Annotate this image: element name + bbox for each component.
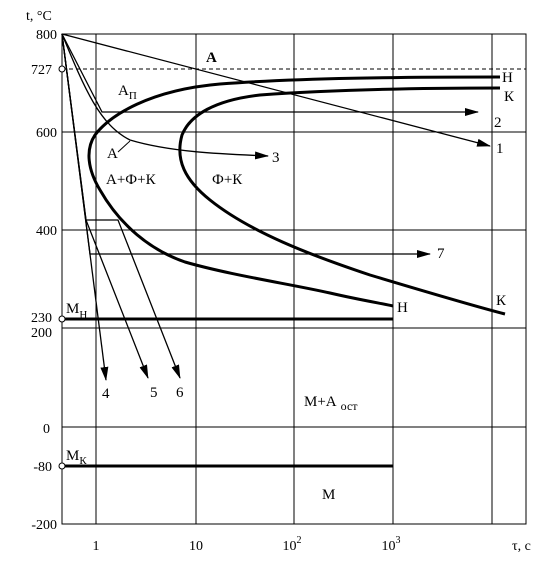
cooling-curves (61, 33, 491, 381)
label-mf: МК (66, 448, 87, 467)
region-austenite: А (206, 50, 217, 66)
x-tick-1: 1 (93, 539, 100, 554)
x-axis-label: τ, с (512, 539, 531, 554)
y-tick-minus80: -80 (33, 460, 52, 475)
y-tick-727: 727 (31, 63, 52, 78)
cooling-curve-label-1: 1 (496, 141, 504, 157)
y-axis-label: t, °C (26, 9, 52, 24)
x-tick-100: 102 (283, 535, 302, 554)
y-tick-0: 0 (43, 422, 50, 437)
x-tick-1000-power: 3 (396, 535, 401, 546)
label-ms-main: М (66, 301, 79, 317)
region-martensite: М (322, 487, 335, 503)
y-tick-600: 600 (36, 126, 57, 141)
y-tick-200: 200 (31, 326, 52, 341)
grid (61, 33, 527, 525)
label-mf-sub: К (79, 455, 87, 467)
label-mf-main: М (66, 448, 79, 464)
y-tick-800: 800 (36, 28, 57, 43)
label-end-lower: К (496, 293, 507, 309)
point-727-marker (58, 65, 66, 73)
region-m-a-main: М+А (304, 394, 337, 410)
x-tick-100-power: 2 (297, 535, 302, 546)
cooling-curve-label-2: 2 (494, 115, 502, 131)
cooling-curve-7 (61, 33, 431, 258)
region-undercooled-austenite: АП (118, 83, 137, 102)
label-start-upper: Н (502, 70, 513, 86)
label-ms: МН (66, 301, 87, 321)
x-tick-10: 10 (189, 539, 203, 554)
label-start-lower: Н (397, 300, 408, 316)
transformation-end-curve (178, 86, 506, 316)
region-undercooled-sub: П (129, 90, 137, 102)
region-m-a-sub: ост (341, 399, 359, 413)
cooling-curve-2 (61, 33, 479, 116)
region-a-f-k: А+Ф+К (106, 172, 157, 188)
region-f-k: Ф+К (212, 172, 243, 188)
transformation-start-curve (87, 75, 501, 308)
label-end-upper: К (504, 89, 515, 105)
cooling-curve-label-4: 4 (102, 386, 110, 402)
point-mf-marker (58, 462, 66, 470)
cooling-curve-5 (61, 33, 149, 379)
cooling-curve-label-5: 5 (150, 385, 158, 401)
cooling-curve-label-3: 3 (272, 150, 280, 166)
austenite-mark-tick (117, 140, 131, 153)
point-ms-marker (58, 315, 66, 323)
cooling-curve-label-6: 6 (176, 385, 184, 401)
cooling-curve-3 (61, 33, 269, 160)
region-undercooled-main: А (118, 83, 129, 99)
cooling-curve-1 (61, 33, 491, 147)
label-ms-sub: Н (79, 309, 87, 321)
x-tick-1000: 103 (382, 535, 401, 554)
cooling-curve-label-7: 7 (437, 246, 445, 262)
x-tick-100-base: 10 (283, 539, 297, 554)
y-tick-230: 230 (31, 311, 52, 326)
y-tick-minus200: -200 (31, 518, 57, 533)
region-m-a: М+А ост (304, 394, 358, 413)
region-austenite-mark: А (107, 146, 118, 162)
y-tick-400: 400 (36, 224, 57, 239)
x-tick-1000-base: 10 (382, 539, 396, 554)
